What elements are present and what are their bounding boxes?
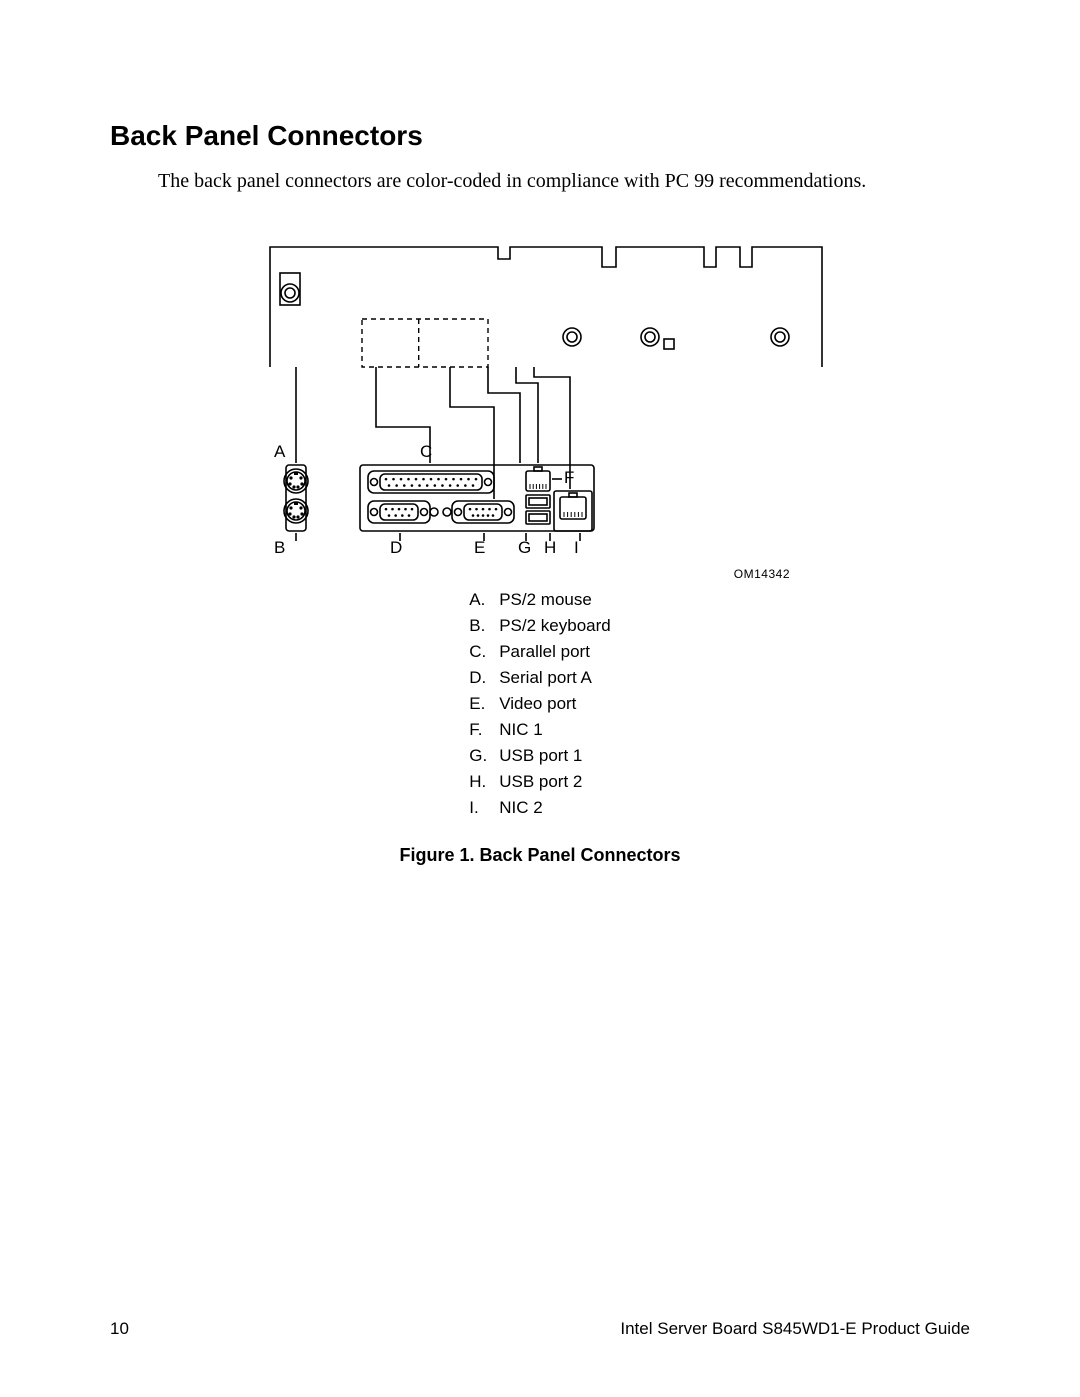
legend-label: USB port 2	[493, 769, 617, 795]
section-heading: Back Panel Connectors	[110, 120, 970, 152]
svg-text:F: F	[564, 468, 574, 487]
legend-table: A.PS/2 mouseB.PS/2 keyboardC.Parallel po…	[463, 587, 616, 821]
svg-text:C: C	[420, 442, 432, 461]
svg-text:E: E	[474, 538, 485, 557]
doc-title: Intel Server Board S845WD1-E Product Gui…	[620, 1319, 970, 1339]
legend-key: B.	[463, 613, 493, 639]
legend-label: Video port	[493, 691, 617, 717]
legend-row: H.USB port 2	[463, 769, 616, 795]
figure-caption: Figure 1. Back Panel Connectors	[250, 845, 830, 866]
svg-text:A: A	[274, 442, 286, 461]
figure: A C F B D E GHI OM14342 A.PS/2 mouseB.PS/2 key…	[250, 243, 830, 866]
legend-label: Serial port A	[493, 665, 617, 691]
legend-label: PS/2 mouse	[493, 587, 617, 613]
svg-text:G: G	[518, 538, 531, 557]
om-code: OM14342	[250, 567, 790, 581]
page-footer: 10 Intel Server Board S845WD1-E Product …	[110, 1319, 970, 1339]
legend-row: A.PS/2 mouse	[463, 587, 616, 613]
svg-text:D: D	[390, 538, 402, 557]
legend-row: I.NIC 2	[463, 795, 616, 821]
legend-row: F.NIC 1	[463, 717, 616, 743]
legend-label: PS/2 keyboard	[493, 613, 617, 639]
legend-row: C.Parallel port	[463, 639, 616, 665]
legend-key: F.	[463, 717, 493, 743]
legend-row: E.Video port	[463, 691, 616, 717]
intro-paragraph: The back panel connectors are color-code…	[158, 170, 970, 193]
svg-text:B: B	[274, 538, 285, 557]
legend-key: H.	[463, 769, 493, 795]
back-panel-diagram: A C F B D E GHI	[250, 243, 830, 563]
legend-key: I.	[463, 795, 493, 821]
legend-key: G.	[463, 743, 493, 769]
legend-key: D.	[463, 665, 493, 691]
legend-key: E.	[463, 691, 493, 717]
svg-text:H: H	[544, 538, 556, 557]
legend-key: A.	[463, 587, 493, 613]
legend-label: NIC 1	[493, 717, 617, 743]
legend-row: B.PS/2 keyboard	[463, 613, 616, 639]
svg-text:I: I	[574, 538, 579, 557]
legend-label: USB port 1	[493, 743, 617, 769]
legend-label: Parallel port	[493, 639, 617, 665]
page-number: 10	[110, 1319, 129, 1339]
legend-label: NIC 2	[493, 795, 617, 821]
legend-row: G.USB port 1	[463, 743, 616, 769]
legend-row: D.Serial port A	[463, 665, 616, 691]
legend-key: C.	[463, 639, 493, 665]
